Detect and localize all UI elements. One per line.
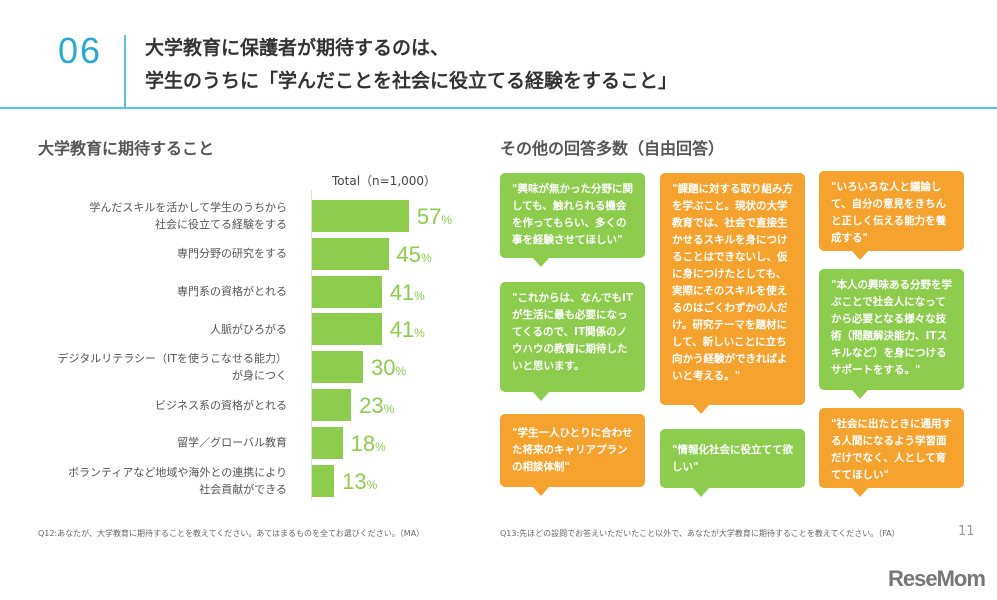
data-label: 13% [342, 469, 377, 495]
bar [312, 200, 409, 232]
category-label-line: 専門分野の研究をする [177, 247, 287, 261]
data-value: 45 [396, 241, 421, 267]
section-number: 06 [58, 30, 103, 71]
unit: % [420, 250, 432, 265]
unit: % [441, 213, 453, 227]
data-value: 57 [416, 204, 442, 229]
comment-bubble: "いろいろな人と議論して、自分の意見をきちんと正しく伝える能力を養成する" [819, 171, 964, 260]
category-label: 専門系の資格がとれる [0, 283, 287, 300]
bar [312, 237, 389, 270]
comment-bubble: "これからは、なんでもITが生活に最も必要になってくるので、IT関係のノウハウの… [500, 282, 645, 401]
category-label-line: 社会に役立てる経験をする [155, 218, 287, 231]
comment-bubble: "課題に対する取り組み方を学ぶこと。現状の大学教育では、社会で直接生かせるスキル… [660, 173, 805, 414]
bar [312, 275, 382, 308]
data-label: 45% [397, 242, 432, 268]
category-label-line: 社会貢献ができる [199, 482, 287, 496]
comment-bubble: "本人の興味ある分野を学ぶことで社会人になってから必要となる様々な技術（問題解決… [819, 269, 964, 399]
bar [312, 464, 335, 497]
category-label: デジタルリテラシー（ITを使うこなせる能力） が身につく [0, 350, 287, 384]
unit: % [414, 288, 425, 303]
data-value: 41 [389, 317, 415, 343]
comment-bubble: "学生一人ひとりに合わせた将来のキャリアプランの相談体制" [500, 414, 645, 496]
data-value: 18 [350, 430, 376, 456]
category-label-line: 人脈がひろがる [210, 322, 287, 336]
bar [312, 389, 352, 421]
data-label: 18% [351, 431, 386, 457]
divider [124, 35, 126, 108]
data-label: 41% [390, 317, 425, 343]
data-label: 41% [390, 280, 425, 306]
unit: % [414, 326, 425, 341]
page-title: 大学教育に保護者が期待するのは、 学生のうちに「学んだことを社会に役立てる経験を… [145, 32, 677, 98]
unit: % [375, 439, 386, 454]
bar [312, 313, 382, 346]
divider [0, 107, 997, 109]
resemom-logo: ReseMom [888, 566, 986, 591]
data-value: 23 [359, 393, 384, 418]
right-note: Q13:先ほどの設問でお答えいただいたこと以外で、あなたが大学教育に期待すること… [500, 529, 900, 538]
data-label: 30% [371, 355, 406, 381]
data-value: 41 [389, 279, 415, 305]
category-label-line: ビジネス系の資格がとれる [155, 398, 287, 412]
category-label-line: 学んだスキルを活かして学生のうちから [89, 201, 287, 214]
title-line: 大学教育に保護者が期待するのは、 [145, 37, 450, 59]
category-label: ビジネス系の資格がとれる [0, 397, 287, 414]
title-line: 学生のうちに「学んだことを社会に役立てる経験をすること」 [145, 70, 678, 92]
category-label: 人脈がひろがる [0, 321, 287, 338]
category-label: ボランティアなど地域や海外との連携により社会貢献ができる [0, 464, 287, 498]
data-label: 57% [417, 204, 452, 230]
category-label-line: ボランティアなど地域や海外との連携により [67, 465, 287, 479]
data-value: 30 [371, 355, 396, 381]
category-label: 学んだスキルを活かして学生のうちから社会に役立てる経験をする [0, 199, 287, 233]
bar [312, 351, 363, 384]
category-label-line: 専門系の資格がとれる [177, 285, 287, 299]
left-heading: 大学教育に期待すること [38, 139, 215, 158]
comment-bubble: "興味が無かった分野に関しても、触れられる機会を作ってもらい、多くの事を経験させ… [500, 173, 645, 267]
unit: % [395, 364, 407, 379]
data-value: 13 [342, 468, 367, 494]
data-label: 23% [359, 393, 394, 419]
unit: % [366, 477, 378, 492]
chart-title: Total（n=1,000） [332, 174, 437, 188]
page-number: 11 [958, 524, 975, 539]
category-label-line: デジタルリテラシー（ITを使うこなせる能力） [57, 352, 287, 366]
comment-bubble: "情報化社会に役立てて欲しい" [660, 429, 805, 497]
right-heading: その他の回答多数（自由回答） [500, 139, 725, 158]
unit: % [383, 402, 395, 416]
category-label-line: 留学／グローバル教育 [177, 436, 287, 450]
left-note: Q12:あなたが、大学教育に期待することを教えてください。あてはまるものを全てお… [38, 529, 425, 538]
chart-axis [311, 190, 312, 500]
comment-bubble: "社会に出たときに通用する人間になるよう学習面だけでなく、人として育ててほしい" [819, 408, 964, 497]
category-label-line: が身につく [232, 369, 287, 383]
category-label: 留学／グローバル教育 [0, 434, 287, 451]
bar [312, 426, 343, 459]
category-label: 専門分野の研究をする [0, 245, 287, 262]
